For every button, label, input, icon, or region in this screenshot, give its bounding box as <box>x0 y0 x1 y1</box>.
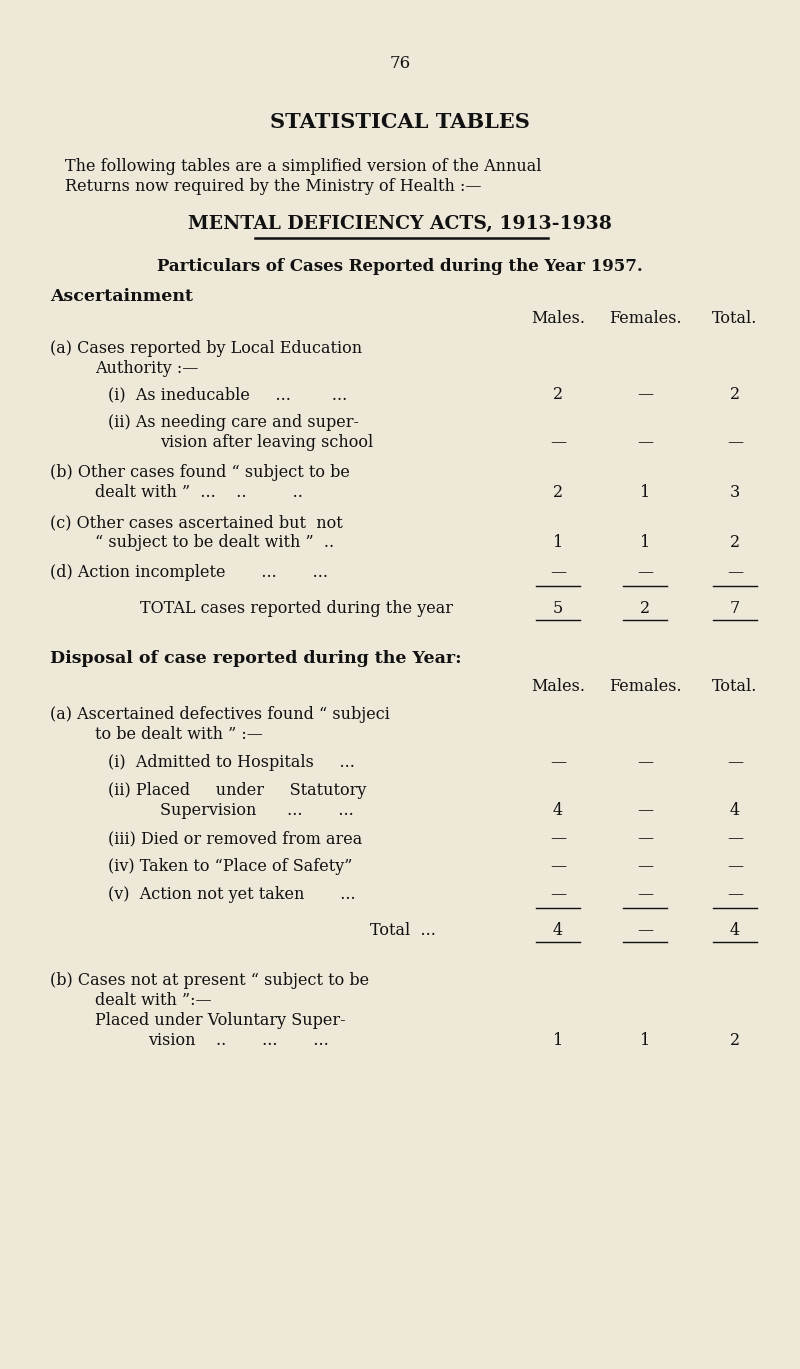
Text: (iii) Died or removed from area: (iii) Died or removed from area <box>108 830 362 847</box>
Text: 1: 1 <box>640 534 650 550</box>
Text: —: — <box>550 564 566 580</box>
Text: —: — <box>727 434 743 450</box>
Text: 2: 2 <box>730 386 740 402</box>
Text: Total.: Total. <box>712 309 758 327</box>
Text: Particulars of Cases Reported during the Year 1957.: Particulars of Cases Reported during the… <box>157 257 643 275</box>
Text: 4: 4 <box>553 921 563 939</box>
Text: —: — <box>727 858 743 875</box>
Text: 1: 1 <box>553 534 563 550</box>
Text: (b) Other cases found “ subject to be: (b) Other cases found “ subject to be <box>50 464 350 481</box>
Text: 2: 2 <box>553 386 563 402</box>
Text: 2: 2 <box>730 534 740 550</box>
Text: 2: 2 <box>640 600 650 617</box>
Text: —: — <box>727 754 743 771</box>
Text: Placed under Voluntary Super-: Placed under Voluntary Super- <box>95 1012 346 1029</box>
Text: —: — <box>637 858 653 875</box>
Text: to be dealt with ” :—: to be dealt with ” :— <box>95 726 263 743</box>
Text: 7: 7 <box>730 600 740 617</box>
Text: dealt with ”  ...    ..         ..: dealt with ” ... .. .. <box>95 485 303 501</box>
Text: MENTAL DEFICIENCY ACTS, 1913-1938: MENTAL DEFICIENCY ACTS, 1913-1938 <box>188 215 612 233</box>
Text: —: — <box>637 886 653 904</box>
Text: STATISTICAL TABLES: STATISTICAL TABLES <box>270 112 530 131</box>
Text: 76: 76 <box>390 55 410 73</box>
Text: (a) Cases reported by Local Education: (a) Cases reported by Local Education <box>50 340 362 357</box>
Text: —: — <box>637 921 653 939</box>
Text: 4: 4 <box>730 802 740 819</box>
Text: Males.: Males. <box>531 678 585 695</box>
Text: (ii) As needing care and super-: (ii) As needing care and super- <box>108 413 359 431</box>
Text: (i)  Admitted to Hospitals     ...: (i) Admitted to Hospitals ... <box>108 754 355 771</box>
Text: (c) Other cases ascertained but  not: (c) Other cases ascertained but not <box>50 513 342 531</box>
Text: (iv) Taken to “Place of Safety”: (iv) Taken to “Place of Safety” <box>108 858 352 875</box>
Text: The following tables are a simplified version of the Annual: The following tables are a simplified ve… <box>65 157 542 175</box>
Text: —: — <box>550 830 566 847</box>
Text: dealt with ”:—: dealt with ”:— <box>95 993 212 1009</box>
Text: —: — <box>727 564 743 580</box>
Text: —: — <box>550 434 566 450</box>
Text: —: — <box>550 858 566 875</box>
Text: Supervision      ...       ...: Supervision ... ... <box>160 802 354 819</box>
Text: Total.: Total. <box>712 678 758 695</box>
Text: (d) Action incomplete       ...       ...: (d) Action incomplete ... ... <box>50 564 328 580</box>
Text: 2: 2 <box>553 485 563 501</box>
Text: Females.: Females. <box>609 678 682 695</box>
Text: (v)  Action not yet taken       ...: (v) Action not yet taken ... <box>108 886 356 904</box>
Text: 4: 4 <box>553 802 563 819</box>
Text: Females.: Females. <box>609 309 682 327</box>
Text: 5: 5 <box>553 600 563 617</box>
Text: 3: 3 <box>730 485 740 501</box>
Text: Males.: Males. <box>531 309 585 327</box>
Text: (a) Ascertained defectives found “ subjeci: (a) Ascertained defectives found “ subje… <box>50 706 390 723</box>
Text: —: — <box>637 830 653 847</box>
Text: —: — <box>637 386 653 402</box>
Text: Disposal of case reported during the Year:: Disposal of case reported during the Yea… <box>50 650 462 667</box>
Text: —: — <box>727 830 743 847</box>
Text: 1: 1 <box>640 485 650 501</box>
Text: Ascertainment: Ascertainment <box>50 287 193 305</box>
Text: Returns now required by the Ministry of Health :—: Returns now required by the Ministry of … <box>65 178 482 194</box>
Text: 2: 2 <box>730 1032 740 1049</box>
Text: —: — <box>637 802 653 819</box>
Text: —: — <box>727 886 743 904</box>
Text: Authority :—: Authority :— <box>95 360 198 376</box>
Text: vision    ..       ...       ...: vision .. ... ... <box>148 1032 329 1049</box>
Text: 4: 4 <box>730 921 740 939</box>
Text: Total  ...: Total ... <box>370 921 436 939</box>
Text: —: — <box>550 886 566 904</box>
Text: 1: 1 <box>640 1032 650 1049</box>
Text: vision after leaving school: vision after leaving school <box>160 434 374 450</box>
Text: (b) Cases not at present “ subject to be: (b) Cases not at present “ subject to be <box>50 972 369 988</box>
Text: (i)  As ineducable     ...        ...: (i) As ineducable ... ... <box>108 386 347 402</box>
Text: —: — <box>550 754 566 771</box>
Text: —: — <box>637 434 653 450</box>
Text: “ subject to be dealt with ”  ..: “ subject to be dealt with ” .. <box>95 534 334 550</box>
Text: 1: 1 <box>553 1032 563 1049</box>
Text: —: — <box>637 564 653 580</box>
Text: —: — <box>637 754 653 771</box>
Text: (ii) Placed     under     Statutory: (ii) Placed under Statutory <box>108 782 366 799</box>
Text: TOTAL cases reported during the year: TOTAL cases reported during the year <box>140 600 453 617</box>
